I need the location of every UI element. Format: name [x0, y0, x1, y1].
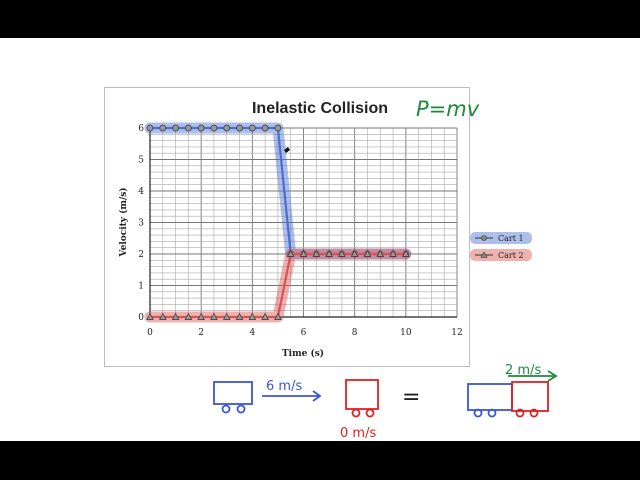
cart2-data-point: [363, 249, 372, 257]
pen-cursor-icon: [284, 147, 290, 153]
legend-cart1-label: Cart 1: [498, 234, 524, 243]
legend-cart2-highlight: [470, 249, 532, 261]
cart2-data-point: [338, 249, 346, 257]
cart2-data-point: [222, 312, 231, 320]
chart-title: Inelastic Collision: [252, 100, 388, 117]
top-letterbox: [0, 0, 640, 38]
y-tick-label: 5: [138, 156, 144, 166]
cart2-data-point: [389, 249, 397, 257]
y-tick-label: 0: [138, 313, 144, 323]
cart2-data-point: [325, 249, 333, 257]
cart2-data-point: [376, 249, 385, 257]
cart1-data-point: [146, 124, 154, 132]
x-tick-label: 6: [301, 328, 307, 338]
y-tick-label: 6: [138, 124, 144, 134]
cart1-data-point: [185, 124, 192, 132]
cart2-data-point: [312, 249, 321, 257]
cart2-data-point: [210, 312, 218, 320]
cart1-data-point: [210, 124, 218, 132]
equals-sign: =: [402, 385, 420, 410]
red-cart-speed: 0 m/s: [340, 426, 376, 441]
x-tick-label: 0: [147, 328, 153, 338]
cart1-data-point: [159, 124, 167, 132]
y-tick-label: 1: [138, 282, 144, 292]
cart2-data-point: [159, 312, 167, 320]
y-tick-label: 3: [138, 219, 144, 229]
y-tick-label: 4: [138, 187, 144, 197]
cart2-data-point: [274, 312, 282, 320]
cart1-data-point: [261, 124, 269, 132]
y-axis-label: Velocity (m/s): [118, 187, 129, 257]
cart2-data-point: [402, 249, 410, 257]
legend-cart2-marker: [480, 251, 488, 258]
formula-annotation: P=mv: [416, 97, 480, 121]
blue-cart-drawing: [213, 381, 322, 414]
cart2-data-point: [299, 249, 308, 257]
cart2-data-point: [235, 312, 244, 320]
x-tick-label: 2: [198, 328, 204, 338]
combined-carts-drawing: [467, 370, 558, 418]
chart-series: [144, 122, 412, 323]
red-cart-drawing: [345, 379, 379, 418]
y-tick-label: 2: [138, 250, 144, 260]
cart2-data-point: [248, 312, 257, 320]
legend-cart1-marker: [481, 235, 487, 241]
legend-cart2-label: Cart 2: [498, 251, 524, 260]
bottom-letterbox: [0, 441, 640, 480]
cart1-data-point: [223, 124, 231, 132]
x-tick-label: 4: [249, 328, 255, 338]
cart2-data-point: [197, 312, 205, 320]
chart-grid: [149, 127, 458, 318]
combined-speed: 2 m/s: [505, 363, 541, 378]
cart1-data-point: [248, 124, 256, 132]
legend-cart1-highlight: [470, 232, 532, 244]
cart2-data-point: [184, 312, 193, 320]
cart1-data-point: [172, 124, 179, 132]
blue-cart-speed: 6 m/s: [266, 379, 302, 394]
cart2-data-point: [286, 249, 295, 257]
cart1-data-point: [197, 124, 205, 132]
cart1-data-point: [236, 124, 243, 132]
x-tick-label: 10: [400, 328, 412, 338]
cart2-data-point: [350, 249, 359, 257]
x-tick-label: 12: [451, 328, 462, 338]
cart2-data-point: [146, 312, 154, 320]
cart2-data-point: [261, 312, 269, 320]
x-axis-label: Time (s): [282, 348, 324, 359]
cart1-data-point: [274, 124, 282, 132]
chart-legend: Cart 1 Cart 2: [470, 232, 532, 261]
cart2-data-point: [171, 312, 180, 320]
x-tick-label: 8: [352, 328, 358, 338]
